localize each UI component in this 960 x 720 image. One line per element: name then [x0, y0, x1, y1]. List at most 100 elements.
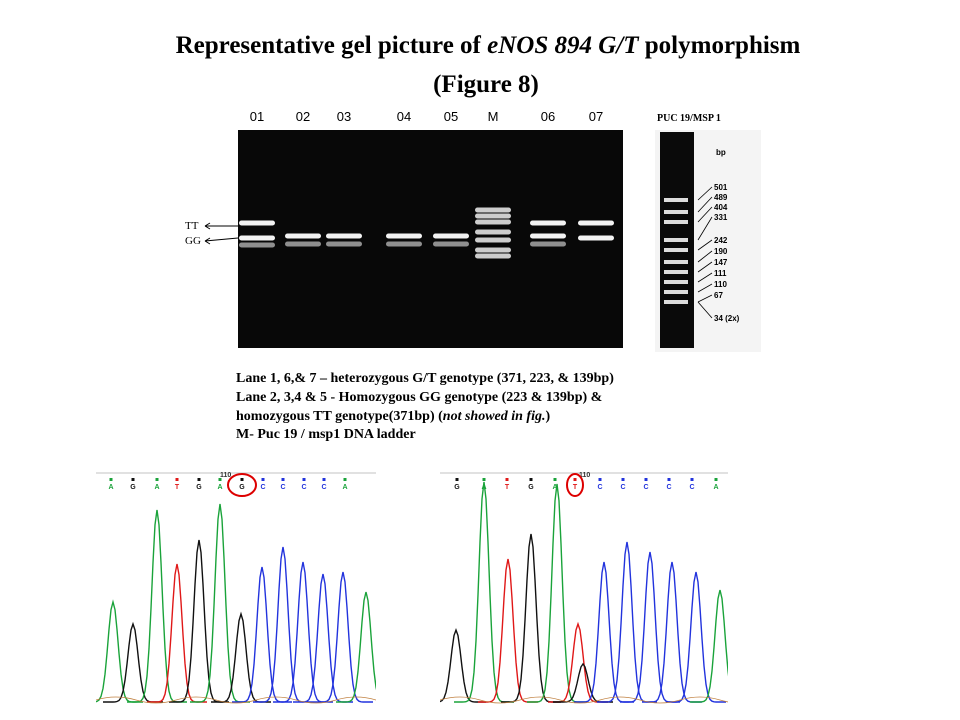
lane-label: 07 — [589, 109, 603, 124]
band — [475, 247, 511, 253]
ladder-size: 111 — [714, 269, 727, 278]
traces — [440, 481, 728, 704]
peak — [96, 599, 143, 703]
peak — [642, 561, 702, 703]
band — [285, 241, 321, 247]
base-tick — [109, 478, 113, 481]
lane-label: 02 — [296, 109, 310, 124]
base-tick — [302, 478, 306, 481]
peak — [440, 627, 486, 703]
base-letter: T — [175, 484, 180, 491]
noise — [440, 696, 728, 704]
ladder-size: 242 — [714, 236, 728, 245]
base-tick — [261, 478, 265, 481]
band — [326, 241, 362, 247]
gel — [238, 130, 623, 348]
ladder-band — [664, 290, 688, 294]
caption-text: ) — [546, 409, 551, 424]
caption-line: Lane 2, 3,4 & 5 - Homozygous GG genotype… — [236, 390, 602, 405]
ladder-band — [664, 248, 688, 252]
peak — [190, 503, 250, 703]
base-tick — [455, 478, 459, 481]
ladder-pointer — [697, 250, 713, 263]
band — [475, 213, 511, 219]
base-letter: A — [342, 484, 347, 491]
gel-bands — [239, 207, 614, 259]
ladder-band — [664, 280, 688, 284]
base-tick — [714, 478, 718, 481]
ladder-size: 110 — [714, 280, 727, 289]
peak — [574, 561, 634, 703]
ladder-size: 34 (2x) — [714, 314, 740, 323]
title-suffix: polymorphism — [639, 32, 801, 59]
ladder-pointer — [697, 186, 713, 201]
band — [530, 220, 566, 226]
position-label: 110 — [220, 472, 231, 479]
base-letter: C — [597, 484, 602, 491]
base-tick — [621, 478, 625, 481]
band — [326, 233, 362, 239]
ladder-band — [664, 260, 688, 264]
base-letter: A — [108, 484, 113, 491]
ladder-pointer — [697, 294, 713, 303]
base-letter: A — [217, 484, 222, 491]
base-tick — [667, 478, 671, 481]
ladder-pointer — [697, 206, 713, 223]
lane-label: 03 — [337, 109, 351, 124]
ladder-pointer — [697, 239, 713, 251]
peak — [169, 539, 229, 703]
caption-line: M- Puc 19 / msp1 DNA ladder — [236, 427, 416, 442]
ladder-size: 67 — [714, 291, 723, 300]
caption-italic: not showed in fig. — [443, 409, 546, 424]
base-tick — [175, 478, 179, 481]
peak — [548, 621, 608, 703]
base-tick — [240, 478, 244, 481]
noise — [96, 696, 376, 704]
lane-label: 01 — [250, 109, 264, 124]
base-letter: C — [301, 484, 306, 491]
base-letter: C — [620, 484, 625, 491]
base-letter: T — [505, 484, 510, 491]
variant-circle — [566, 473, 584, 497]
peak — [313, 571, 373, 703]
title: Representative gel picture of eNOS 894 G… — [176, 32, 801, 59]
ladder-size: 404 — [714, 203, 728, 212]
band-label: TT — [185, 220, 199, 232]
ladder-size: 147 — [714, 258, 728, 267]
base-letter: C — [666, 484, 671, 491]
base-tick — [197, 478, 201, 481]
band — [475, 229, 511, 235]
title-prefix: Representative gel picture of — [176, 32, 488, 59]
band — [433, 241, 469, 247]
peak — [127, 509, 187, 703]
band — [433, 233, 469, 239]
base-letter: G — [454, 484, 460, 491]
band — [530, 233, 566, 239]
ladder-unit: bp — [716, 148, 726, 157]
base-letter: G — [239, 484, 245, 491]
base-tick — [131, 478, 135, 481]
peak — [336, 591, 376, 703]
ladder-band — [664, 238, 688, 242]
base-tick — [155, 478, 159, 481]
band — [386, 233, 422, 239]
caption-line: Lane 1, 6,& 7 – heterozygous G/T genotyp… — [236, 371, 614, 386]
caption-line: homozygous TT genotype(371bp) (not showe… — [236, 409, 551, 424]
lane-label: 04 — [397, 109, 411, 124]
base-letter: C — [260, 484, 265, 491]
band — [239, 242, 275, 248]
title-gene: eNOS 894 G/T — [487, 32, 640, 59]
base-letter: G — [528, 484, 534, 491]
ladder-pointer — [697, 216, 713, 241]
band — [475, 207, 511, 213]
ladder-pointer — [697, 261, 713, 273]
base-letter: C — [643, 484, 648, 491]
band — [285, 233, 321, 239]
caption-text: homozygous TT genotype(371bp) ( — [236, 409, 443, 424]
base-tick — [505, 478, 509, 481]
peak — [553, 662, 613, 703]
band-label: GG — [185, 235, 201, 247]
ladder-band — [664, 220, 688, 224]
band — [239, 220, 275, 226]
